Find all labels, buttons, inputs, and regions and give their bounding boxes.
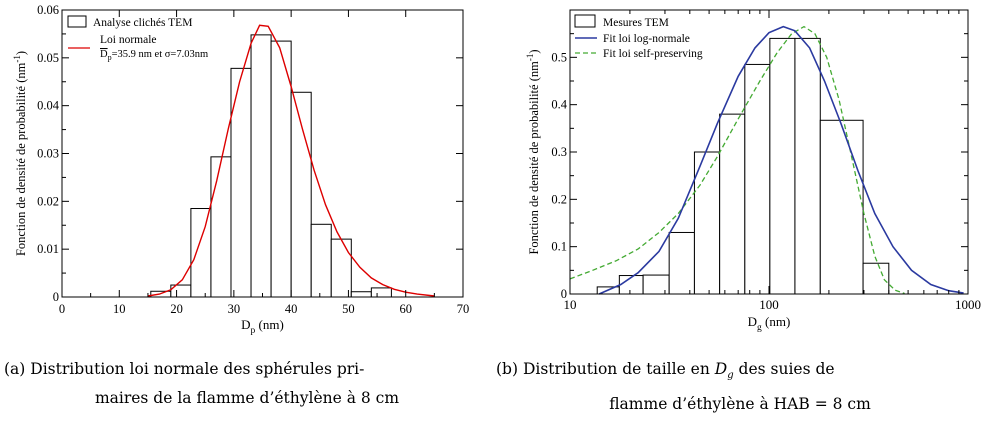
- chart-b-bar: [819, 119, 864, 295]
- chart-b-selfpreserving-curve: [569, 25, 905, 295]
- caption-b-line-1: (b) Distribution de taille en Dg des sui…: [496, 360, 835, 382]
- chart-b-y-tick-label: 0: [561, 287, 567, 301]
- chart-a-bar: [330, 238, 352, 298]
- chart-b-legend-bars-label: Mesures TEM: [603, 17, 669, 29]
- caption-a-line-1: (a) Distribution loi normale des sphérul…: [4, 360, 365, 378]
- chart-b-x-tick-label: 1000: [955, 297, 981, 312]
- chart-b-lognormal-curve: [598, 25, 964, 295]
- caption-a-line-2: maires de la flamme d’éthylène à 8 cm: [94, 389, 400, 407]
- caption-b: (b) Distribution de taille en Dg des sui…: [496, 355, 984, 419]
- chart-b-bar: [794, 37, 821, 295]
- chart-a-y-ticks: 0 0.01 0.02 0.03 0.04 0.05 0.06: [37, 3, 463, 304]
- chart-a-y-tick-label: 0.01: [37, 242, 59, 256]
- chart-a-y-tick-label: 0: [53, 290, 59, 304]
- chart-a-y-tick-label: 0.02: [37, 194, 59, 208]
- chart-b-legend-selfpreserving-label: Fit loi self-preserving: [603, 48, 703, 60]
- chart-a-bar: [190, 208, 212, 298]
- chart-a-bar: [350, 291, 372, 298]
- chart-a-legend-curve-label: Loi normale: [100, 34, 157, 46]
- chart-a-bar: [270, 40, 292, 298]
- chart-a-legend-bars-label: Analyse clichés TEM: [93, 17, 192, 29]
- chart-b-plot-frame: [569, 9, 969, 295]
- chart-b-bars: [596, 37, 890, 295]
- chart-a-normal-curve: [147, 24, 435, 297]
- caption-b-math-symbol: Dg: [714, 360, 734, 382]
- chart-b-x-axis-label: Dg (nm): [748, 314, 791, 333]
- chart-a-y-tick-label: 0.05: [37, 51, 59, 65]
- chart-a-normal-curve-group: [147, 24, 435, 297]
- chart-a-x-tick-label: 30: [228, 302, 241, 316]
- chart-a-legend-bar-swatch: [67, 15, 87, 28]
- chart-a-bars: [150, 34, 392, 298]
- chart-a-x-tick-label: 60: [399, 302, 412, 316]
- chart-a-y-axis-label: Fonction de densité de probabilité (nm-1…: [12, 51, 28, 256]
- chart-a-x-tick-label: 10: [113, 302, 126, 316]
- chart-a-x-tick-label: 40: [285, 302, 298, 316]
- chart-b-bar: [693, 151, 721, 295]
- chart-a-x-tick-label: 50: [342, 302, 355, 316]
- chart-b-legend: Mesures TEM Fit loi log-normale Fit loi …: [574, 14, 703, 60]
- caption-b-line-2: flamme d’éthylène à HAB = 8 cm: [609, 395, 871, 414]
- chart-b-y-tick-label: 0.4: [551, 98, 567, 112]
- chart-a-x-tick-label: 20: [170, 302, 183, 316]
- chart-b: 10 100 1000 0 0.1 0.2 0.3 0.4 0.5 Mesures TEM F…: [525, 9, 981, 333]
- chart-b-y-ticks: 0 0.1 0.2 0.3 0.4 0.5: [551, 9, 968, 301]
- chart-b-y-axis-label: Fonction de densité de probabilité (nm-1…: [525, 49, 541, 254]
- chart-a-legend-subscript: p: [108, 53, 112, 62]
- chart-b-legend-lognormal-label: Fit loi log-normale: [603, 33, 690, 45]
- chart-a-bar: [310, 223, 332, 298]
- figure-canvas: 0 10 20 30 40 50 60 70 00.010.020.030.040.050.0…: [12, 3, 981, 336]
- chart-a-bar: [250, 34, 272, 298]
- chart-b-y-tick-label: 0.1: [551, 240, 567, 254]
- chart-b-fit-curves: [569, 25, 964, 295]
- chart-a-bar: [210, 156, 232, 298]
- chart-b-bar: [769, 37, 796, 295]
- caption-a: (a) Distribution loi normale des sphérul…: [4, 355, 490, 413]
- chart-a-plot-frame: [61, 9, 464, 298]
- chart-a-legend-curve-detail: Dp=35.9 nm et σ=7.03nm: [100, 49, 208, 62]
- chart-b-legend-bar-swatch: [574, 14, 596, 28]
- chart-b-y-tick-label: 0.5: [551, 50, 567, 64]
- chart-a-x-tick-label: 70: [457, 302, 470, 316]
- chart-b-bar: [744, 63, 771, 295]
- chart-b-y-tick-label: 0.2: [551, 192, 567, 206]
- chart-b-y-tick-label: 0.3: [551, 145, 567, 159]
- chart-a-bar: [370, 287, 392, 298]
- chart-a-y-tick-label: 0.06: [37, 3, 59, 17]
- chart-b-bar: [668, 231, 695, 295]
- chart-a-y-tick-label: 0.03: [37, 147, 59, 161]
- chart-a-x-tick-label: 0: [59, 302, 65, 316]
- chart-b-bar: [862, 262, 890, 295]
- chart-a-x-axis-label: Dp (nm): [241, 317, 284, 336]
- chart-b-x-tick-label: 10: [564, 297, 577, 312]
- chart-b-x-ticks: 10 100 1000: [564, 10, 981, 312]
- chart-b-bar: [719, 113, 746, 295]
- chart-a-y-tick-label: 0.04: [37, 99, 60, 113]
- chart-a: 0 10 20 30 40 50 60 70 0 0.01 0.02 0.03 0.04 0.05 0.0…: [12, 3, 469, 336]
- chart-a-legend: Analyse clichés TEM Loi normale Dp=35.9 …: [67, 15, 208, 62]
- chart-b-x-tick-label: 100: [759, 297, 779, 312]
